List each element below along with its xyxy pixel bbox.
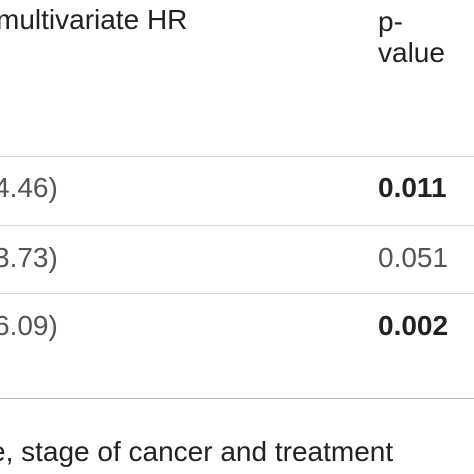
column-header-p-value: p- value <box>378 6 445 68</box>
row-2-p-value: 0.051 <box>378 242 449 273</box>
row-2-ci: 3.73) <box>0 242 58 273</box>
column-header-p-line2: value <box>378 37 445 68</box>
row-3-p-value: 0.002 <box>378 310 449 341</box>
row-divider <box>0 293 474 294</box>
row-divider <box>0 225 474 226</box>
column-header-multivariate-hr: multivariate HR <box>0 4 188 35</box>
table-bottom-rule <box>0 398 474 399</box>
table-footnote: e, stage of cancer and treatment <box>0 436 394 467</box>
row-1-ci: 4.46) <box>0 172 58 203</box>
row-3-ci: 6.09) <box>0 310 58 341</box>
column-header-p-line1: p- <box>378 6 403 37</box>
header-divider <box>0 156 474 157</box>
row-1-p-value: 0.011 <box>378 172 447 203</box>
